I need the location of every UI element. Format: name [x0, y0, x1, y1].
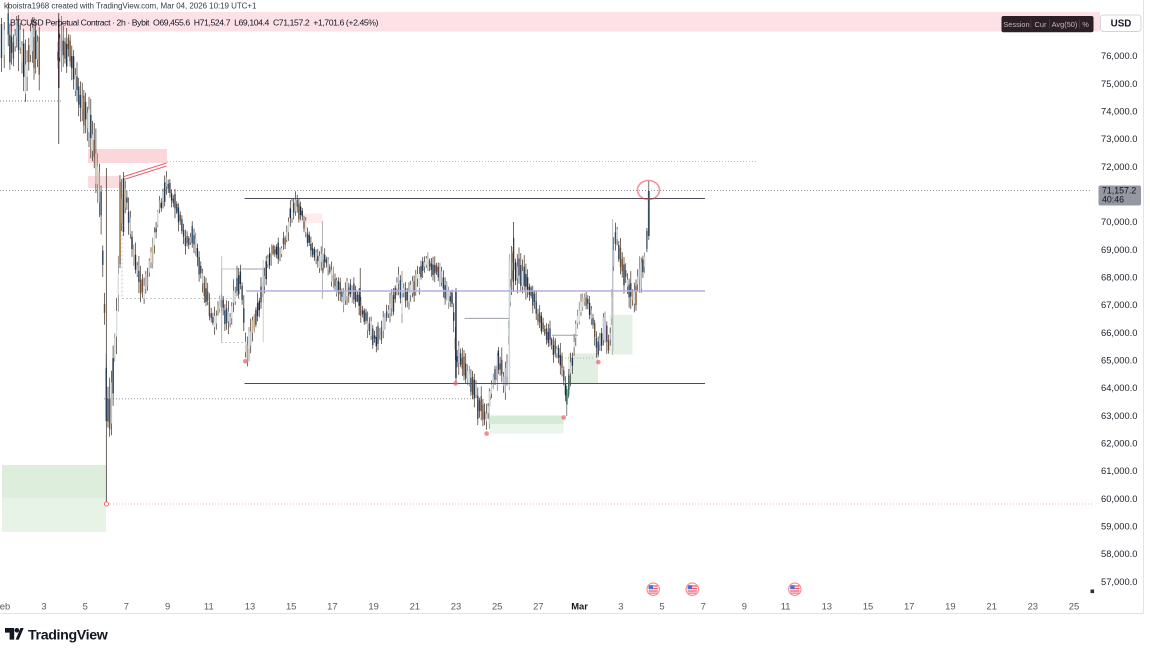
svg-text:60,000.0: 60,000.0 [1101, 493, 1138, 504]
svg-text:72,000.0: 72,000.0 [1101, 161, 1138, 172]
svg-text:23: 23 [1028, 601, 1038, 612]
svg-text:74,000.0: 74,000.0 [1101, 106, 1138, 117]
svg-text:62,000.0: 62,000.0 [1101, 438, 1138, 449]
svg-text:USD: USD [1111, 19, 1132, 30]
svg-text:11: 11 [204, 601, 214, 612]
svg-text:15: 15 [286, 601, 296, 612]
svg-text:11: 11 [781, 601, 791, 612]
svg-text:59,000.0: 59,000.0 [1101, 521, 1138, 532]
svg-text:kooistra1968 created with Trad: kooistra1968 created with TradingView.co… [4, 2, 257, 11]
svg-text:67,000.0: 67,000.0 [1101, 299, 1138, 310]
svg-text:65,000.0: 65,000.0 [1101, 355, 1138, 366]
svg-text:Mar: Mar [571, 601, 588, 612]
svg-text:eb: eb [0, 601, 10, 612]
svg-text:21: 21 [986, 601, 996, 612]
svg-text:3: 3 [41, 601, 46, 612]
svg-text:9: 9 [742, 601, 747, 612]
svg-text:25: 25 [492, 601, 502, 612]
svg-text:63,000.0: 63,000.0 [1101, 410, 1138, 421]
svg-text:64,000.0: 64,000.0 [1101, 382, 1138, 393]
svg-text:61,000.0: 61,000.0 [1101, 465, 1138, 476]
svg-text:76,000.0: 76,000.0 [1101, 50, 1138, 61]
svg-text:58,000.0: 58,000.0 [1101, 548, 1138, 559]
svg-text:13: 13 [245, 601, 255, 612]
svg-text:7: 7 [701, 601, 706, 612]
svg-text:9: 9 [165, 601, 170, 612]
svg-text:13: 13 [822, 601, 832, 612]
svg-text:TradingView: TradingView [28, 628, 109, 644]
svg-text:%: % [1082, 20, 1089, 29]
svg-text:15: 15 [863, 601, 873, 612]
svg-text:3: 3 [618, 601, 623, 612]
svg-text:27: 27 [533, 601, 543, 612]
svg-text:25: 25 [1069, 601, 1079, 612]
svg-text:66,000.0: 66,000.0 [1101, 327, 1138, 338]
svg-text:71,157.2: 71,157.2 [1102, 186, 1136, 196]
svg-text:69,000.0: 69,000.0 [1101, 244, 1138, 255]
svg-text:17: 17 [904, 601, 914, 612]
svg-text:75,000.0: 75,000.0 [1101, 78, 1138, 89]
svg-text:19: 19 [368, 601, 378, 612]
svg-text:73,000.0: 73,000.0 [1101, 133, 1138, 144]
svg-text:Cur: Cur [1035, 20, 1047, 29]
svg-text:19: 19 [945, 601, 955, 612]
svg-text:57,000.0: 57,000.0 [1101, 576, 1138, 587]
svg-text:70,000.0: 70,000.0 [1101, 216, 1138, 227]
svg-text:7: 7 [124, 601, 129, 612]
svg-text:68,000.0: 68,000.0 [1101, 272, 1138, 283]
svg-text:5: 5 [83, 601, 88, 612]
svg-text:Session: Session [1003, 20, 1029, 29]
svg-text:17: 17 [327, 601, 337, 612]
svg-text:21: 21 [410, 601, 420, 612]
svg-text:5: 5 [659, 601, 664, 612]
svg-text:BTCUSD Perpetual Contract · 2h: BTCUSD Perpetual Contract · 2h · Bybit O… [10, 18, 379, 28]
svg-text:Avg(50): Avg(50) [1052, 20, 1078, 29]
svg-text:40:46: 40:46 [1102, 195, 1124, 205]
svg-text:23: 23 [451, 601, 461, 612]
